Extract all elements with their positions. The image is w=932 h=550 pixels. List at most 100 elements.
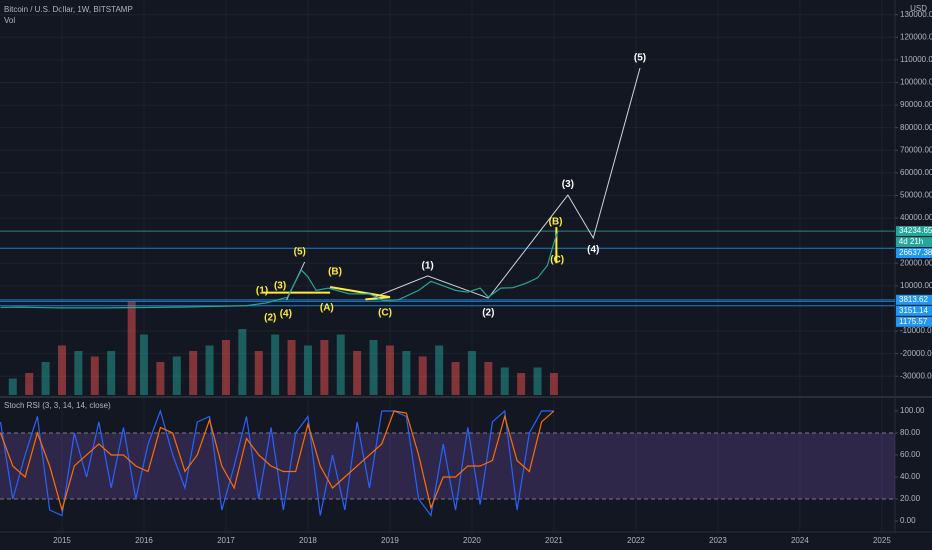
volume-bar xyxy=(287,340,296,395)
y-tick-label: 20000.00 xyxy=(900,258,932,267)
volume-bar xyxy=(418,356,427,395)
volume-label: Vol xyxy=(4,16,15,25)
y-tick-label: 120000.00 xyxy=(900,32,932,41)
volume-bar xyxy=(57,345,66,395)
countdown-box xyxy=(896,237,932,248)
y-tick-label: 80.00 xyxy=(900,428,921,437)
y-tick-label: 50000.00 xyxy=(900,191,932,200)
y-tick-label: 130000.00 xyxy=(900,10,932,19)
volume-bar xyxy=(254,351,263,395)
y-tick-label: 70000.00 xyxy=(900,145,932,154)
price-label: 3151.14 xyxy=(899,306,928,315)
volume-bar xyxy=(127,301,136,395)
y-tick-label: 10000.00 xyxy=(900,281,932,290)
wave-line xyxy=(329,285,391,301)
x-tick-label: 2025 xyxy=(873,536,891,545)
wave-label: (4) xyxy=(280,309,292,320)
y-tick-label: 80000.00 xyxy=(900,123,932,132)
wave-label: (4) xyxy=(587,245,599,256)
volume-bar xyxy=(238,329,247,395)
y-tick-label: 100000.00 xyxy=(900,78,932,87)
wave-label: (2) xyxy=(482,308,494,319)
wave-label: (B) xyxy=(549,217,563,228)
volume-bar xyxy=(369,340,378,395)
price-label: 3813.62 xyxy=(899,295,928,304)
price-label-box xyxy=(896,248,932,259)
wave-label: (5) xyxy=(634,53,646,64)
y-tick-label: 60.00 xyxy=(900,450,921,459)
wave-label: (C) xyxy=(550,255,564,266)
volume-bar xyxy=(156,362,165,395)
x-tick-label: 2024 xyxy=(791,536,809,545)
x-tick-label: 2021 xyxy=(545,536,563,545)
volume-bar xyxy=(517,373,526,395)
volume-bar xyxy=(451,362,460,395)
price-label-box xyxy=(896,316,932,327)
x-tick-label: 2022 xyxy=(627,536,645,545)
wave-label: (B) xyxy=(328,267,342,278)
y-tick-label: -30000.00 xyxy=(900,371,932,380)
countdown: 4d 21h xyxy=(899,237,923,246)
volume-bar xyxy=(172,356,181,395)
y-tick-label: 110000.00 xyxy=(900,55,932,64)
x-tick-label: 2017 xyxy=(217,536,235,545)
volume-bar xyxy=(41,362,50,395)
volume-bar xyxy=(336,334,345,395)
wave-label: (A) xyxy=(320,303,334,314)
volume-bar xyxy=(74,351,83,395)
wave-label: (3) xyxy=(562,179,574,190)
symbol-title: Bitcoin / U.S. Dollar, 1W, BITSTAMP xyxy=(4,5,133,14)
volume-bar xyxy=(320,340,329,395)
y-tick-label: -10000.00 xyxy=(900,326,932,335)
volume-bar xyxy=(90,356,99,395)
currency-label: USD xyxy=(910,4,927,13)
volume-bar xyxy=(205,345,214,395)
wave-label: (1) xyxy=(256,286,268,297)
volume-bar xyxy=(107,351,116,395)
x-tick-label: 2016 xyxy=(135,536,153,545)
volume-bar xyxy=(549,373,558,395)
wave-label: (5) xyxy=(294,247,306,258)
y-tick-label: 100.00 xyxy=(900,406,925,415)
price-label-box xyxy=(896,305,932,316)
volume-bar xyxy=(533,367,542,395)
volume-bar xyxy=(353,351,362,395)
y-tick-label: 40.00 xyxy=(900,472,921,481)
x-tick-label: 2023 xyxy=(709,536,727,545)
volume-bar xyxy=(402,351,411,395)
y-tick-label: 40000.00 xyxy=(900,213,932,222)
volume-bar xyxy=(8,378,17,395)
price-label: 34234.65 xyxy=(899,226,932,235)
wave-label: (C) xyxy=(378,308,392,319)
y-tick-label: 0.00 xyxy=(900,516,916,525)
volume-bar xyxy=(467,351,476,395)
volume-bar xyxy=(500,367,509,395)
volume-bar xyxy=(271,334,280,395)
price-line xyxy=(0,230,559,309)
price-label-box xyxy=(896,226,932,237)
volume-bar xyxy=(189,351,198,395)
volume-bar xyxy=(435,345,444,395)
volume-bar xyxy=(139,334,148,395)
price-label: 1175.57 xyxy=(899,317,928,326)
volume-bar xyxy=(484,362,493,395)
price-label-box xyxy=(896,294,932,305)
volume-bar xyxy=(221,340,230,395)
wave-label: (2) xyxy=(264,313,276,324)
volume-bar xyxy=(25,373,34,395)
price-label: 26637.38 xyxy=(899,248,932,257)
x-tick-label: 2015 xyxy=(53,536,71,545)
wave-label: (3) xyxy=(274,280,286,291)
y-tick-label: 20.00 xyxy=(900,494,921,503)
x-tick-label: 2020 xyxy=(463,536,481,545)
stoch-line xyxy=(0,410,555,513)
volume-bar xyxy=(303,345,312,395)
y-tick-label: 90000.00 xyxy=(900,100,932,109)
wave-line xyxy=(374,67,641,299)
wave-label: (1) xyxy=(422,261,434,272)
x-tick-label: 2019 xyxy=(381,536,399,545)
stoch-title: Stoch RSI (3, 3, 14, 14, close) xyxy=(4,401,111,410)
x-tick-label: 2018 xyxy=(299,536,317,545)
